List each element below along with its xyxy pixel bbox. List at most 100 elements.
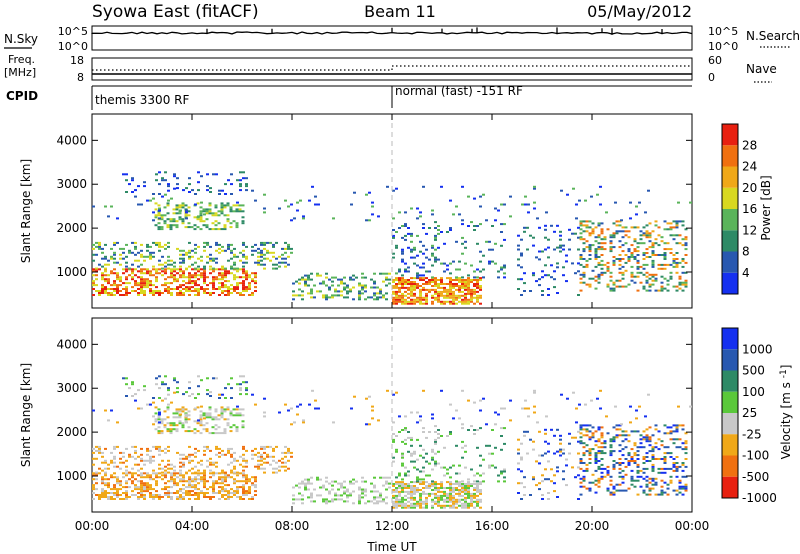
power-cell — [245, 255, 248, 258]
power-cell — [422, 277, 425, 280]
power-cell — [577, 294, 580, 296]
power-cell — [101, 284, 104, 287]
power-cell — [95, 284, 98, 287]
velocity-cell — [585, 434, 589, 437]
velocity-cell — [188, 490, 191, 493]
velocity-cell — [149, 461, 152, 464]
velocity-cell — [104, 447, 107, 450]
power-cell — [176, 278, 179, 281]
velocity-cell — [155, 496, 158, 498]
velocity-cell — [218, 455, 221, 458]
velocity-cell — [404, 498, 407, 501]
velocity-cell — [579, 458, 583, 460]
velocity-cell — [131, 480, 134, 483]
power-cell — [476, 300, 479, 303]
velocity-cell — [263, 457, 266, 460]
colorbar-swatch — [722, 434, 738, 456]
power-cell — [461, 281, 464, 283]
power-cell — [104, 267, 107, 270]
velocity-cell — [343, 486, 346, 489]
power-cell — [152, 284, 155, 287]
power-cell — [596, 193, 599, 196]
power-cell — [600, 259, 604, 262]
velocity-cell — [574, 436, 577, 439]
power-cell — [437, 232, 440, 235]
power-cell — [119, 247, 122, 250]
velocity-cell — [503, 468, 506, 471]
power-cell — [579, 281, 583, 284]
velocity-cell — [197, 469, 200, 472]
power-cell — [167, 255, 170, 258]
power-cell — [365, 219, 368, 222]
power-cell — [149, 257, 152, 260]
power-cell — [675, 285, 679, 288]
velocity-cell — [654, 442, 658, 445]
velocity-cell — [125, 459, 128, 462]
velocity-cell — [197, 385, 200, 388]
power-cell — [428, 290, 431, 293]
velocity-cell — [235, 428, 239, 431]
velocity-cell — [413, 506, 416, 509]
velocity-cell — [464, 466, 467, 469]
power-cell — [609, 236, 613, 239]
velocity-cell — [92, 484, 95, 487]
power-cell — [449, 279, 452, 281]
power-cell — [98, 243, 101, 246]
velocity-cell — [316, 478, 319, 481]
power-cell — [217, 210, 221, 213]
velocity-cell — [125, 383, 128, 386]
velocity-cell — [398, 500, 401, 503]
velocity-cell — [410, 460, 413, 463]
power-cell — [140, 249, 143, 252]
velocity-cell — [131, 395, 134, 397]
power-cell — [633, 281, 637, 284]
power-cell — [134, 282, 137, 285]
velocity-cell — [179, 474, 182, 477]
power-cell — [206, 261, 209, 264]
power-cell — [131, 278, 134, 281]
power-cell — [382, 294, 385, 297]
power-cell — [392, 298, 395, 301]
velocity-cell — [624, 465, 628, 468]
velocity-cell — [491, 464, 494, 467]
power-cell — [449, 290, 452, 293]
velocity-cell — [582, 454, 586, 457]
velocity-cell — [188, 482, 191, 485]
power-cell — [184, 216, 188, 219]
power-cell — [371, 213, 374, 216]
velocity-cell — [657, 458, 661, 460]
power-cell — [407, 279, 410, 281]
velocity-cell — [146, 459, 149, 462]
velocity-cell — [398, 494, 401, 497]
power-cell — [582, 230, 586, 233]
power-cell — [215, 268, 218, 271]
velocity-cell — [422, 500, 425, 503]
velocity-cell — [164, 476, 167, 479]
power-cell — [443, 290, 446, 293]
velocity-cell — [437, 500, 440, 503]
power-cell — [629, 217, 632, 220]
power-cell — [251, 294, 254, 296]
velocity-cell — [603, 440, 607, 443]
power-cell — [609, 234, 613, 237]
power-cell — [197, 257, 200, 260]
power-cell — [242, 290, 245, 292]
power-cell — [307, 278, 310, 281]
velocity-cell — [398, 487, 401, 489]
velocity-cell — [663, 452, 667, 455]
velocity-cell — [230, 447, 233, 450]
power-cell — [624, 285, 628, 288]
power-cell — [263, 253, 266, 256]
velocity-cell — [621, 477, 625, 480]
velocity-cell — [310, 492, 313, 495]
power-cell — [197, 288, 200, 290]
velocity-cell — [98, 467, 101, 470]
velocity-cell — [185, 455, 188, 458]
power-cell — [455, 276, 458, 279]
power-cell — [170, 282, 173, 285]
velocity-cell — [184, 420, 188, 423]
power-cell — [443, 242, 446, 245]
velocity-cell — [101, 480, 104, 483]
power-cell — [245, 272, 248, 275]
velocity-cell — [651, 479, 655, 482]
